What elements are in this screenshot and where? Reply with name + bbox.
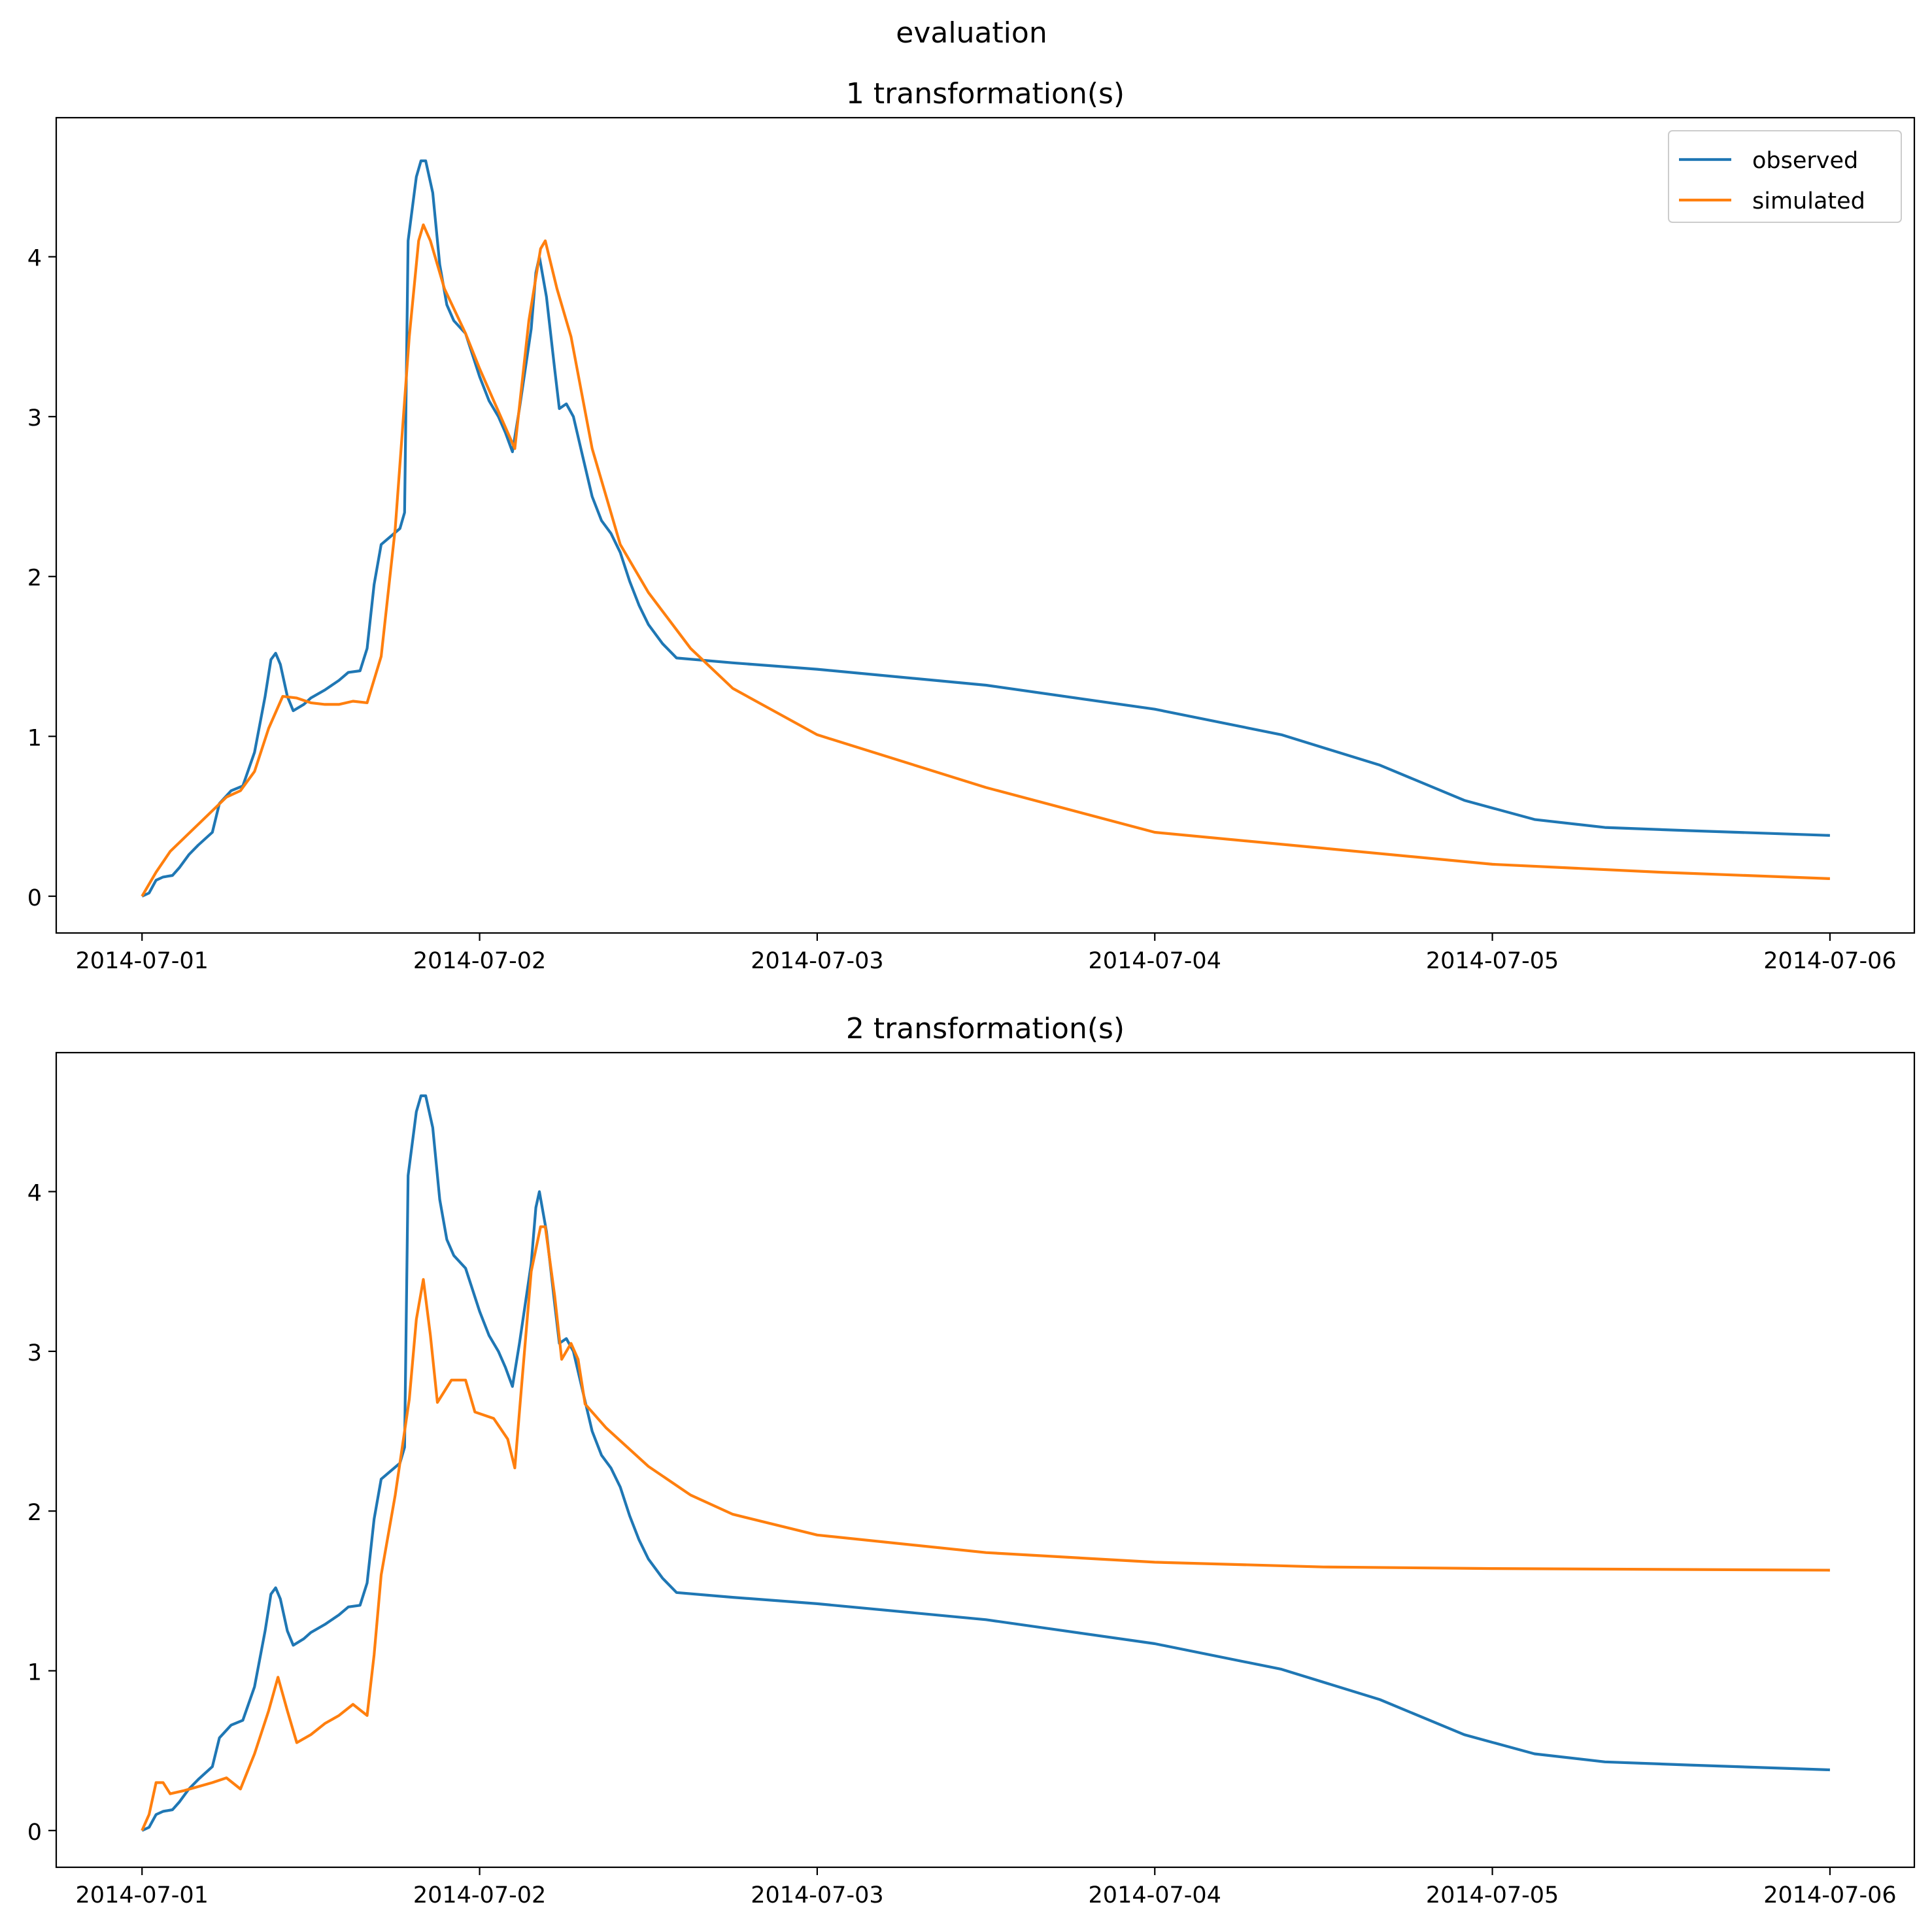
x-tick-label: 2014-07-06 xyxy=(1763,948,1896,974)
legend-label-simulated: simulated xyxy=(1752,188,1865,214)
x-tick-label: 2014-07-02 xyxy=(413,948,546,974)
figure-suptitle: evaluation xyxy=(896,16,1047,50)
y-tick-label: 3 xyxy=(27,1340,42,1366)
y-tick-label: 0 xyxy=(27,1820,42,1846)
x-tick-label: 2014-07-06 xyxy=(1763,1882,1896,1908)
y-tick-label: 1 xyxy=(27,725,42,751)
x-tick-label: 2014-07-05 xyxy=(1426,1882,1559,1908)
series-line-simulated xyxy=(141,1225,1830,1831)
x-tick-label: 2014-07-03 xyxy=(751,948,883,974)
y-tick-label: 4 xyxy=(27,1181,42,1207)
x-tick-label: 2014-07-01 xyxy=(76,1882,209,1908)
panel-title: 2 transformation(s) xyxy=(846,1012,1125,1045)
y-tick-label: 4 xyxy=(27,246,42,272)
x-tick-label: 2014-07-05 xyxy=(1426,948,1559,974)
y-tick-label: 1 xyxy=(27,1659,42,1686)
series-line-observed xyxy=(141,159,1830,898)
chart-panel-2: 2 transformation(s) 0 1 2 3 4 2014-07-01 2014-0… xyxy=(27,1012,1916,1908)
axes-frame xyxy=(55,116,1916,934)
y-tick-label: 2 xyxy=(27,1500,42,1526)
y-tick-label: 0 xyxy=(27,885,42,911)
panel-title: 1 transformation(s) xyxy=(846,77,1125,110)
x-tick-label: 2014-07-03 xyxy=(751,1882,883,1908)
x-tick-label: 2014-07-04 xyxy=(1089,1882,1221,1908)
panels: 1 transformation(s) 0 1 2 3 4 2014-07-01 2014-0… xyxy=(27,77,1916,1908)
legend: observed simulated xyxy=(1668,130,1902,223)
y-tick-label: 2 xyxy=(27,566,42,592)
axes-frame xyxy=(55,1051,1916,1869)
y-tick-label: 3 xyxy=(27,405,42,432)
chart-panel-1: 1 transformation(s) 0 1 2 3 4 2014-07-01 2014-0… xyxy=(27,77,1916,974)
legend-label-observed: observed xyxy=(1752,148,1858,174)
x-tick-label: 2014-07-04 xyxy=(1089,948,1221,974)
x-tick-label: 2014-07-01 xyxy=(76,948,209,974)
series-line-simulated xyxy=(141,223,1830,897)
series-line-observed xyxy=(141,1094,1830,1832)
x-tick-label: 2014-07-02 xyxy=(413,1882,546,1908)
